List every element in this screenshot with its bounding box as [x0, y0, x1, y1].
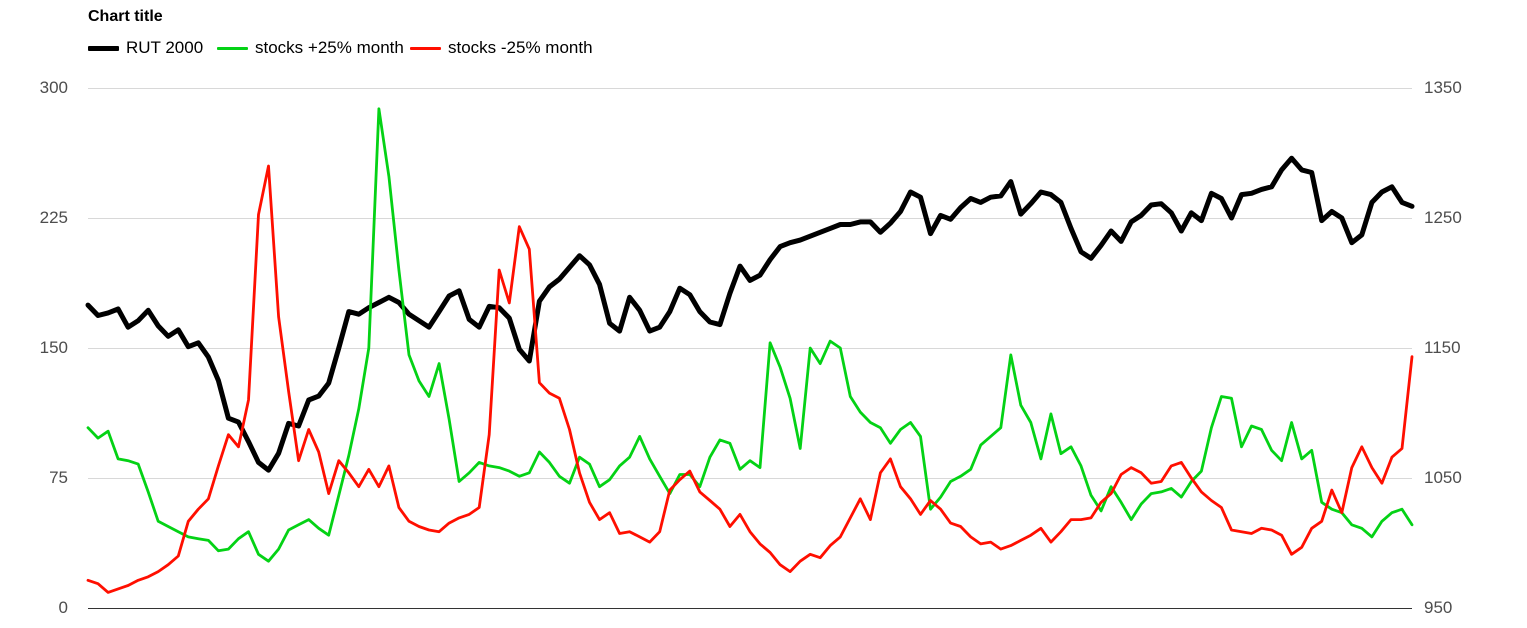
- legend-label: stocks -25% month: [448, 38, 593, 57]
- y-axis-right-tick-1150: 1150: [1424, 338, 1461, 357]
- legend-line-swatch-green: [217, 46, 248, 50]
- y-axis-left-tick-225: 225: [39, 208, 68, 227]
- legend-item-rut-2000[interactable]: RUT 2000: [88, 37, 203, 59]
- y-axis-left-tick-300: 300: [39, 78, 68, 97]
- series-line-stocks-25-month: [86, 107, 1414, 563]
- legend-line-swatch-red: [410, 46, 441, 50]
- series-line-stocks-25-month: [86, 164, 1414, 594]
- y-axis-left-tick-150: 150: [39, 338, 68, 357]
- legend-line-swatch-black: [88, 45, 119, 51]
- y-axis-right-tick-1350: 1350: [1424, 78, 1462, 97]
- legend: RUT 2000 stocks +25% month stocks -25% m…: [0, 37, 1527, 59]
- chart-title: Chart title: [88, 8, 163, 25]
- series-line-rut-2000: [85, 155, 1415, 473]
- y-axis-right-tick-1250: 1250: [1424, 208, 1462, 227]
- y-axis-left-tick-0: 0: [58, 598, 68, 617]
- y-axis-right-tick-1050: 1050: [1424, 468, 1462, 487]
- y-axis-right-tick-950: 950: [1424, 598, 1453, 617]
- legend-item-stocks-plus-25[interactable]: stocks +25% month: [217, 37, 404, 59]
- legend-item-stocks-minus-25[interactable]: stocks -25% month: [410, 37, 593, 59]
- y-axis-left-tick-75: 75: [49, 468, 68, 487]
- legend-label: stocks +25% month: [255, 38, 404, 57]
- legend-label: RUT 2000: [126, 38, 204, 57]
